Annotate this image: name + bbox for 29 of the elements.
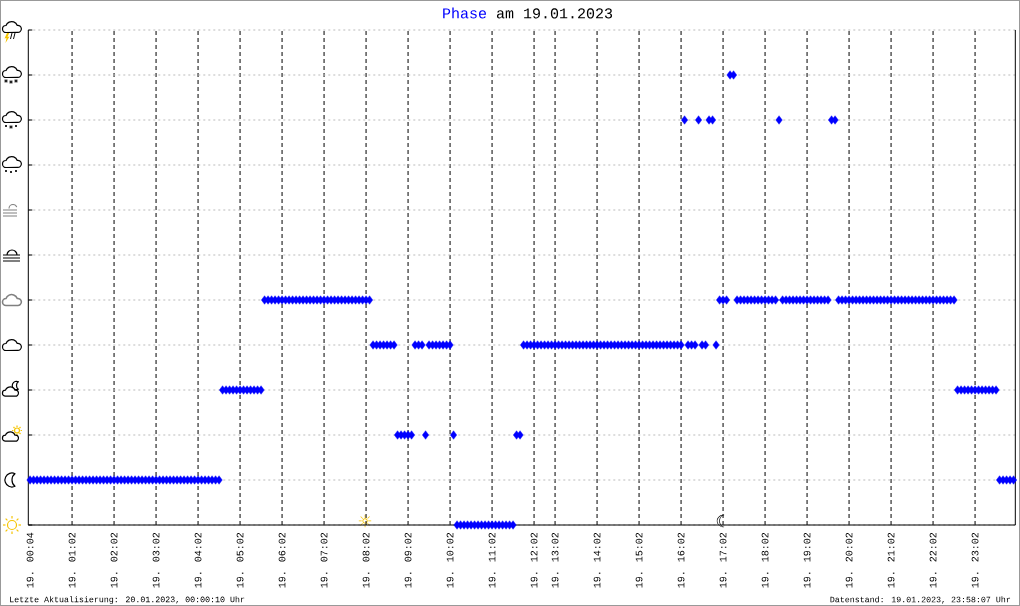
x-tick-label: 19. 17:02 bbox=[719, 532, 727, 588]
x-tick-label: 19. 00:04 bbox=[26, 532, 34, 588]
x-tick-label: 19. 19:02 bbox=[803, 532, 811, 588]
x-tick-label: 19. 03:02 bbox=[152, 532, 160, 588]
x-tick-label: 19. 15:02 bbox=[635, 532, 643, 588]
x-tick-label: 19. 23:02 bbox=[971, 532, 979, 588]
x-tick-label: 19. 06:02 bbox=[278, 532, 286, 588]
annotation: ☾ bbox=[716, 514, 725, 528]
x-tick-label: 19. 20:02 bbox=[845, 532, 853, 588]
x-tick-label: 19. 01:02 bbox=[68, 532, 76, 588]
x-tick-label: 19. 16:02 bbox=[677, 532, 685, 588]
chart-title: Phase am 19.01.2023 bbox=[443, 7, 613, 19]
annotation: ☼ bbox=[358, 514, 372, 528]
x-tick-label: 19. 18:02 bbox=[761, 532, 769, 588]
x-tick-label: 19. 12:02 bbox=[530, 532, 538, 588]
x-tick-label: 19. 13:02 bbox=[551, 532, 559, 588]
x-tick-label: 19. 14:02 bbox=[593, 532, 601, 588]
x-tick-label: 19. 22:02 bbox=[929, 532, 937, 588]
text: Datenstand: 19.01.2023, 23:58:07 Uhr bbox=[830, 596, 1011, 604]
x-tick-label: 19. 04:02 bbox=[194, 532, 202, 588]
x-tick-label: 19. 10:02 bbox=[446, 532, 454, 588]
x-tick-label: 19. 08:02 bbox=[362, 532, 370, 588]
x-tick-label: 19. 05:02 bbox=[236, 532, 244, 588]
text: Letzte Aktualisierung: 20.01.2023, 00:00:10 Uhr bbox=[10, 596, 245, 604]
x-tick-label: 19. 02:02 bbox=[110, 532, 118, 588]
x-tick-label: 19. 09:02 bbox=[404, 532, 412, 588]
x-tick-label: 19. 07:02 bbox=[320, 532, 328, 588]
x-tick-label: 19. 11:02 bbox=[488, 532, 496, 588]
x-tick-label: 19. 21:02 bbox=[887, 532, 895, 588]
